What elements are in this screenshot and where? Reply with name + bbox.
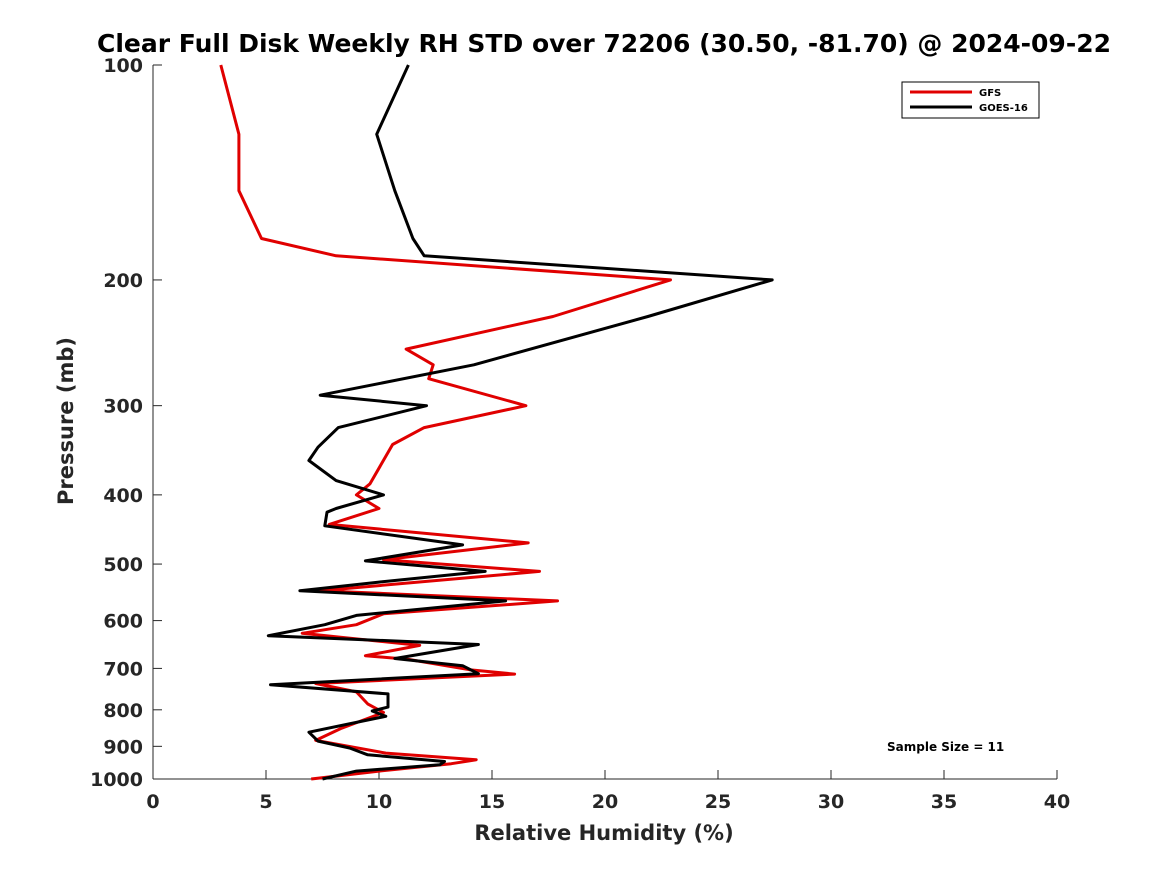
legend: GFS GOES-16 <box>901 81 1040 119</box>
y-tick-label: 100 <box>103 55 143 77</box>
legend-box <box>901 81 1040 119</box>
y-tick-label: 700 <box>103 658 143 680</box>
y-tick-label: 900 <box>103 736 143 758</box>
y-tick-label: 400 <box>103 485 143 507</box>
y-tick-label: 200 <box>103 270 143 292</box>
chart-title: Clear Full Disk Weekly RH STD over 72206… <box>97 29 1111 58</box>
x-tick-label: 40 <box>1044 791 1070 813</box>
series-lines <box>219 64 774 781</box>
y-tick-label: 500 <box>103 554 143 576</box>
y-tick-label: 800 <box>103 700 143 722</box>
x-tick-label: 25 <box>705 791 731 813</box>
x-tick-label: 5 <box>259 791 272 813</box>
legend-label-gfs: GFS <box>979 88 1001 99</box>
y-tick-label: 1000 <box>90 769 143 791</box>
x-tick-label: 35 <box>931 791 957 813</box>
series-line-goes16 <box>266 64 774 781</box>
x-axis-label: Relative Humidity (%) <box>474 821 733 845</box>
y-tick-label: 600 <box>103 611 143 633</box>
x-tick-label: 10 <box>366 791 392 813</box>
x-tick-label: 20 <box>592 791 618 813</box>
legend-label-goes16: GOES-16 <box>979 103 1028 114</box>
plot-area: 0 5 10 15 20 25 30 35 40 100 200 300 400 500 600 700 800… <box>90 55 1070 813</box>
y-tick-label: 300 <box>103 396 143 418</box>
x-tick-label: 0 <box>146 791 159 813</box>
sample-size-annotation: Sample Size = 11 <box>887 740 1004 754</box>
y-axis-label: Pressure (mb) <box>54 337 78 505</box>
x-tick-label: 30 <box>818 791 844 813</box>
axes: 0 5 10 15 20 25 30 35 40 100 200 300 400 500 600 700 800… <box>90 55 1070 813</box>
x-tick-label: 15 <box>479 791 505 813</box>
